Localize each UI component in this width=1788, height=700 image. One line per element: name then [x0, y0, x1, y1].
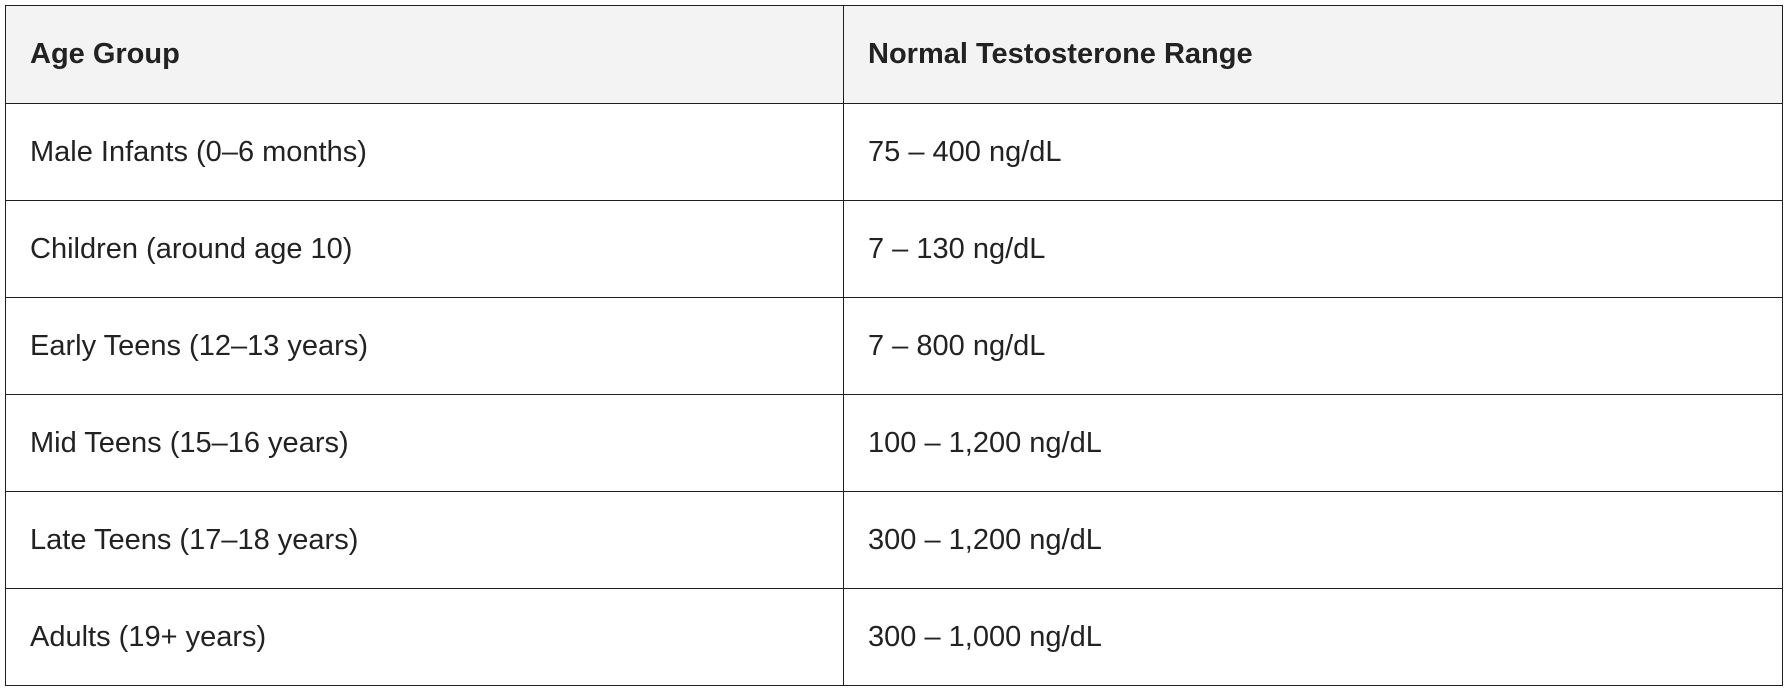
- range-cell: 7 – 800 ng/dL: [843, 297, 1783, 395]
- range-cell: 300 – 1,000 ng/dL: [843, 588, 1783, 686]
- age-group-cell: Early Teens (12–13 years): [5, 297, 844, 395]
- range-cell: 300 – 1,200 ng/dL: [843, 491, 1783, 589]
- table-row: Male Infants (0–6 months) 75 – 400 ng/dL: [5, 103, 1783, 201]
- range-cell: 7 – 130 ng/dL: [843, 200, 1783, 298]
- age-group-cell: Late Teens (17–18 years): [5, 491, 844, 589]
- table-row: Children (around age 10) 7 – 130 ng/dL: [5, 200, 1783, 298]
- table-row: Early Teens (12–13 years) 7 – 800 ng/dL: [5, 297, 1783, 395]
- table-row: Adults (19+ years) 300 – 1,000 ng/dL: [5, 588, 1783, 686]
- age-group-cell: Male Infants (0–6 months): [5, 103, 844, 201]
- table-header-row: Age Group Normal Testosterone Range: [5, 5, 1783, 104]
- table-row: Late Teens (17–18 years) 300 – 1,200 ng/…: [5, 491, 1783, 589]
- age-group-cell: Mid Teens (15–16 years): [5, 394, 844, 492]
- range-cell: 100 – 1,200 ng/dL: [843, 394, 1783, 492]
- header-normal-testosterone-range: Normal Testosterone Range: [843, 5, 1783, 104]
- table-row: Mid Teens (15–16 years) 100 – 1,200 ng/d…: [5, 394, 1783, 492]
- age-group-cell: Children (around age 10): [5, 200, 844, 298]
- testosterone-range-table-container: Age Group Normal Testosterone Range Male…: [5, 5, 1783, 686]
- header-age-group: Age Group: [5, 5, 844, 104]
- range-cell: 75 – 400 ng/dL: [843, 103, 1783, 201]
- testosterone-range-table: Age Group Normal Testosterone Range Male…: [5, 5, 1783, 686]
- age-group-cell: Adults (19+ years): [5, 588, 844, 686]
